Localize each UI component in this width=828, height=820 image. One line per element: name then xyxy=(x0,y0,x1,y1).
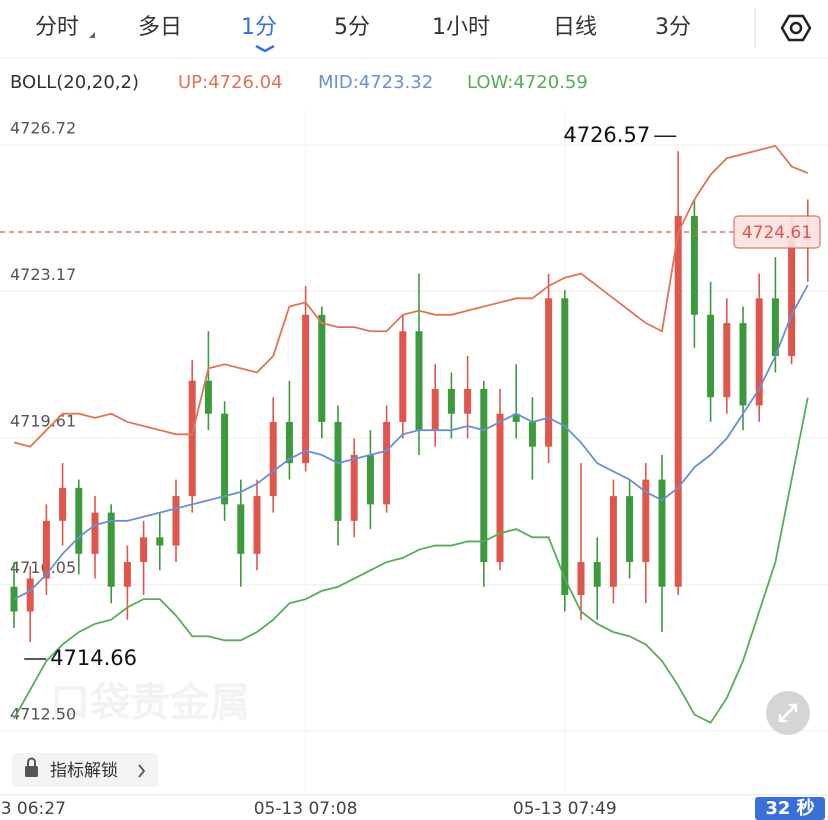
candle-body xyxy=(318,314,326,422)
tab[interactable]: 5分 xyxy=(334,15,370,40)
candle-body xyxy=(642,479,650,563)
chevron xyxy=(138,764,146,778)
x-tick-label: 05-13 07:08 xyxy=(254,799,358,819)
bollinger-line xyxy=(13,144,809,448)
candle-body xyxy=(26,578,34,612)
candle-body xyxy=(59,487,67,521)
candle-body xyxy=(609,496,617,587)
candle-body xyxy=(302,314,310,464)
bollinger-line xyxy=(13,284,809,600)
expand-icon xyxy=(778,703,798,723)
y-tick-label: 4712.50 xyxy=(10,704,76,723)
legend-entry: MID:4723.32 xyxy=(318,72,433,93)
candle-body xyxy=(690,215,698,315)
candle-body xyxy=(496,413,504,563)
candle-body xyxy=(593,562,601,587)
candle-body xyxy=(383,421,391,505)
tab[interactable]: 多日 xyxy=(138,15,182,40)
candle-body xyxy=(480,388,488,563)
candle-body xyxy=(107,512,115,587)
watermark: 口袋贵金属 xyxy=(50,680,250,726)
tab[interactable]: 分时 xyxy=(35,15,79,40)
candle-body xyxy=(285,421,293,464)
settings-icon[interactable] xyxy=(780,14,812,42)
legend-entry: LOW:4720.59 xyxy=(467,72,588,93)
candle-body xyxy=(123,562,131,587)
candle-body xyxy=(755,298,763,406)
bollinger-line xyxy=(13,397,809,724)
tab[interactable]: 1分 xyxy=(241,15,277,40)
countdown: 32 秒 xyxy=(765,797,814,819)
y-tick-label: 4723.17 xyxy=(10,265,76,284)
x-tick-label: 05-13 06:27 xyxy=(0,799,66,819)
candle-body xyxy=(366,454,374,505)
candle-body xyxy=(156,537,164,546)
lock-icon xyxy=(27,757,36,766)
candle-body xyxy=(431,388,439,431)
candle-body xyxy=(577,562,585,596)
low-annotation: 4714.66 xyxy=(50,646,137,670)
candle-body xyxy=(399,331,407,422)
candle-body xyxy=(42,520,50,579)
indicator-name: BOLL(20,20,2) xyxy=(10,72,139,93)
candle-body xyxy=(545,298,553,447)
tab[interactable]: 日线 xyxy=(553,15,597,40)
candle-body xyxy=(788,240,796,357)
candle-body xyxy=(528,421,536,447)
candle-body xyxy=(674,215,682,587)
last-price-label: 4724.61 xyxy=(742,223,812,243)
candle-body xyxy=(512,413,520,422)
candle-body xyxy=(415,331,423,431)
last-price-badge xyxy=(733,215,821,249)
candle-body xyxy=(269,421,277,497)
candle-body xyxy=(626,496,634,563)
candle-body xyxy=(464,388,472,414)
lock-icon xyxy=(25,766,38,777)
active-tab-indicator xyxy=(255,44,275,53)
unlock-button[interactable] xyxy=(12,753,158,787)
candle-body xyxy=(771,298,779,357)
candle-body xyxy=(723,323,731,398)
tab-dropdown-icon xyxy=(89,32,95,38)
countdown-badge xyxy=(755,797,825,820)
candle-body xyxy=(739,323,747,406)
candle-body xyxy=(91,512,99,554)
plot: 4712.504716.054719.614723.174726.7205-13… xyxy=(0,110,828,819)
candle-body xyxy=(350,454,358,521)
candle-body xyxy=(561,298,569,596)
candle-body xyxy=(334,421,342,521)
candle-body xyxy=(658,479,666,587)
tab[interactable]: 1小时 xyxy=(432,15,490,40)
candle-body xyxy=(140,537,148,563)
candle-body xyxy=(221,413,229,505)
candle-body xyxy=(204,380,212,414)
tab[interactable]: 3分 xyxy=(655,15,691,40)
high-annotation: 4726.57 xyxy=(563,123,650,147)
candle-body xyxy=(188,380,196,497)
candle-body xyxy=(75,487,83,554)
candle-body xyxy=(447,388,455,414)
candle-body xyxy=(707,314,715,398)
x-tick-label: 05-13 07:49 xyxy=(513,799,617,819)
y-tick-label: 4726.72 xyxy=(10,119,76,138)
candle-body xyxy=(253,496,261,554)
legend-entry: UP:4726.04 xyxy=(178,72,283,93)
candle-body xyxy=(237,504,245,554)
unlock-button-label: 指标解锁 xyxy=(50,761,118,781)
candle-body xyxy=(172,496,180,546)
